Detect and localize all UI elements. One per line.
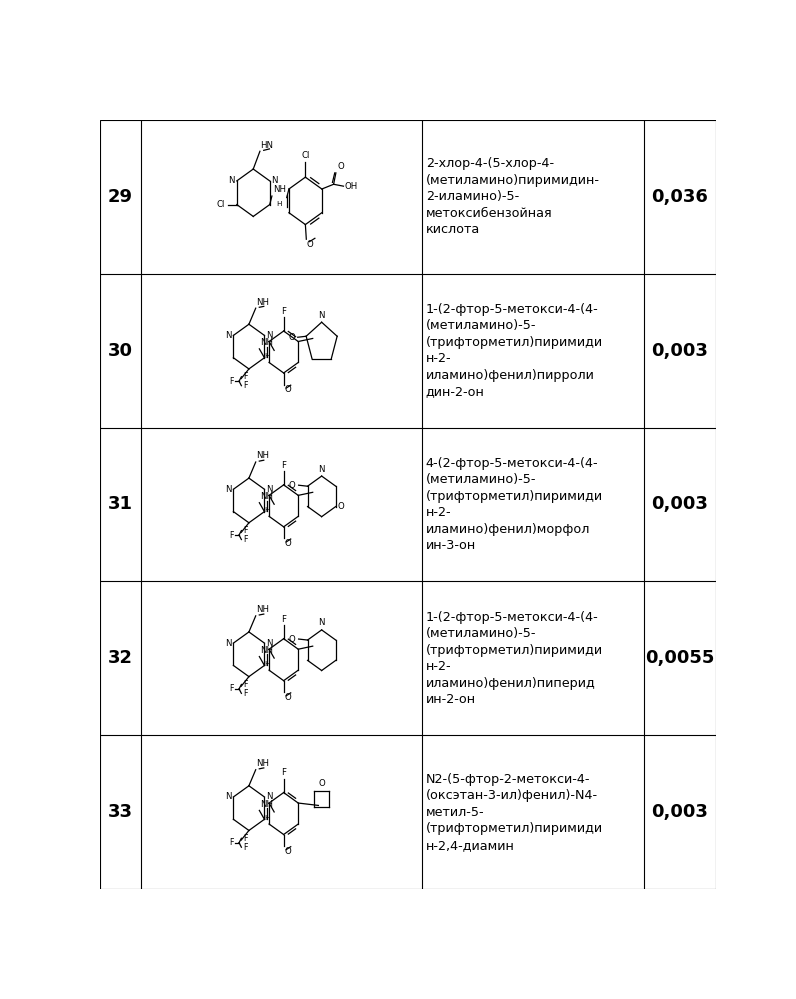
Text: O: O — [289, 634, 296, 643]
Text: F: F — [281, 768, 286, 777]
Text: F: F — [281, 461, 286, 470]
Text: H: H — [276, 201, 282, 207]
Text: O: O — [288, 333, 295, 342]
Text: F: F — [244, 843, 248, 852]
Text: 31: 31 — [108, 496, 133, 513]
Text: F: F — [244, 373, 248, 382]
Text: O: O — [285, 539, 291, 548]
Text: N: N — [225, 331, 232, 340]
Text: N: N — [267, 792, 273, 801]
Text: O: O — [318, 779, 325, 788]
Text: Cl: Cl — [301, 151, 310, 160]
Text: NH: NH — [260, 646, 273, 655]
Text: F: F — [228, 684, 233, 693]
Text: F: F — [244, 535, 248, 544]
Text: HN: HN — [260, 141, 274, 150]
Text: O: O — [285, 847, 291, 856]
Text: H: H — [264, 507, 270, 513]
Text: OH: OH — [345, 182, 358, 191]
Text: O: O — [289, 481, 296, 490]
Text: F: F — [228, 530, 233, 539]
Text: 0,003: 0,003 — [652, 342, 708, 360]
Text: Cl: Cl — [217, 200, 225, 209]
Text: N2-(5-фтор-2-метокси-4-
(оксэтан-3-ил)фенил)-N4-
метил-5-
(трифторметил)пиримиди: N2-(5-фтор-2-метокси-4- (оксэтан-3-ил)фе… — [426, 772, 603, 852]
Text: 29: 29 — [108, 188, 133, 206]
Text: N: N — [225, 638, 232, 647]
Text: N: N — [267, 485, 273, 494]
Text: 0,003: 0,003 — [652, 803, 708, 821]
Text: N: N — [318, 465, 325, 474]
Text: NH: NH — [260, 800, 273, 809]
Text: N: N — [228, 177, 235, 186]
Text: 33: 33 — [108, 803, 133, 821]
Text: N: N — [267, 331, 273, 340]
Text: O: O — [338, 502, 345, 511]
Text: F: F — [244, 526, 248, 535]
Text: N: N — [318, 311, 325, 320]
Text: O: O — [285, 693, 291, 702]
Text: NH: NH — [260, 339, 273, 348]
Text: F: F — [244, 689, 248, 698]
Text: O: O — [338, 162, 344, 171]
Text: 1-(2-фтор-5-метокси-4-(4-
(метиламино)-5-
(трифторметил)пиримиди
н-2-
иламино)фе: 1-(2-фтор-5-метокси-4-(4- (метиламино)-5… — [426, 610, 603, 706]
Text: N: N — [318, 618, 325, 627]
Text: O: O — [285, 386, 291, 395]
Text: F: F — [281, 614, 286, 623]
Text: NH: NH — [273, 186, 286, 195]
Text: F: F — [244, 834, 248, 843]
Text: 0,0055: 0,0055 — [646, 649, 715, 667]
Text: 32: 32 — [108, 649, 133, 667]
Text: 30: 30 — [108, 342, 133, 360]
Text: 2-хлор-4-(5-хлор-4-
(метиламино)пиримидин-
2-иламино)-5-
метоксибензойная
кислот: 2-хлор-4-(5-хлор-4- (метиламино)пиримиди… — [426, 157, 600, 237]
Text: 0,003: 0,003 — [652, 496, 708, 513]
Text: NH: NH — [256, 452, 269, 461]
Text: NH: NH — [256, 298, 269, 307]
Text: N: N — [225, 792, 232, 801]
Text: F: F — [228, 377, 233, 386]
Text: F: F — [244, 382, 248, 391]
Text: 0,036: 0,036 — [652, 188, 708, 206]
Text: NH: NH — [260, 493, 273, 501]
Text: F: F — [244, 680, 248, 689]
Text: F: F — [228, 838, 233, 847]
Text: N: N — [267, 638, 273, 647]
Text: H: H — [264, 354, 270, 360]
Text: NH: NH — [256, 605, 269, 614]
Text: H: H — [264, 661, 270, 667]
Text: N: N — [225, 485, 232, 494]
Text: H: H — [264, 815, 270, 821]
Text: NH: NH — [256, 759, 269, 768]
Text: 4-(2-фтор-5-метокси-4-(4-
(метиламино)-5-
(трифторметил)пиримиди
н-2-
иламино)фе: 4-(2-фтор-5-метокси-4-(4- (метиламино)-5… — [426, 457, 603, 552]
Text: F: F — [281, 307, 286, 316]
Text: N: N — [271, 177, 278, 186]
Text: O: O — [306, 240, 314, 249]
Text: 1-(2-фтор-5-метокси-4-(4-
(метиламино)-5-
(трифторметил)пиримиди
н-2-
иламино)фе: 1-(2-фтор-5-метокси-4-(4- (метиламино)-5… — [426, 303, 603, 399]
